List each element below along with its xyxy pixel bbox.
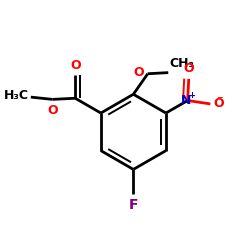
Text: O: O [184,62,194,76]
Text: F: F [129,198,138,212]
Text: +: + [188,91,195,100]
Text: O: O [134,66,144,79]
Text: H₃C: H₃C [4,90,28,102]
Text: CH₃: CH₃ [170,57,194,70]
Text: O: O [214,98,224,110]
Text: O: O [70,59,80,72]
Text: ⁻: ⁻ [216,94,223,107]
Text: O: O [47,104,58,118]
Text: N: N [181,94,192,107]
